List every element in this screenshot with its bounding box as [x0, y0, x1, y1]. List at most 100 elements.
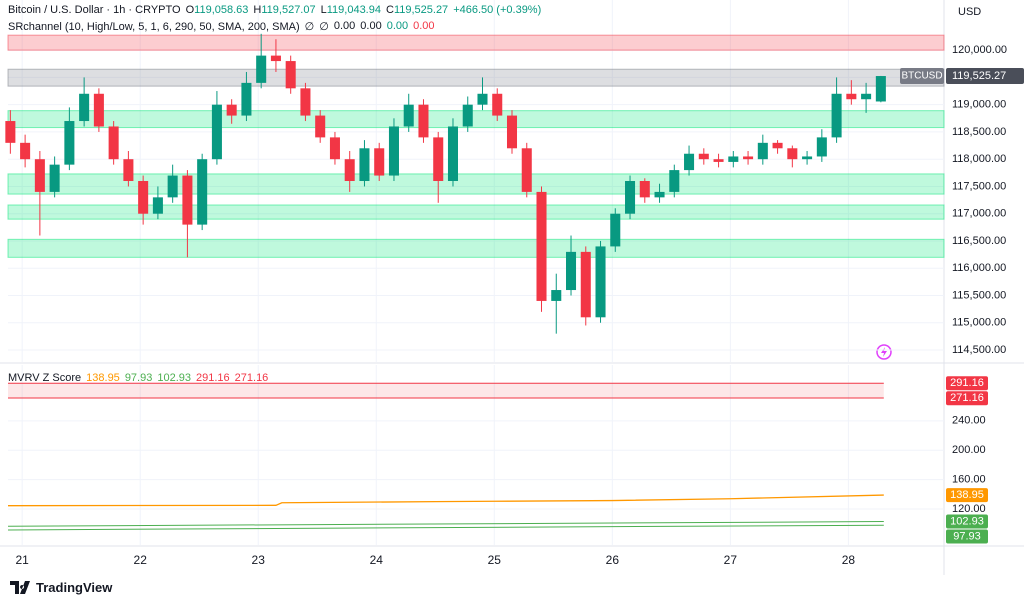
- value-tag: [946, 514, 988, 529]
- candle-body: [5, 121, 16, 143]
- indicator-value: 0.00: [413, 20, 435, 32]
- sr-zone: [7, 110, 945, 129]
- band: [8, 383, 884, 398]
- candle-body: [388, 126, 399, 176]
- ohlc: O119,058.63 H119,527.07 L119,043.94 C119,52…: [186, 4, 449, 16]
- alert-icon[interactable]: [876, 344, 892, 360]
- candle-body: [846, 93, 857, 100]
- y-tick-label: 114,500.00: [952, 344, 1006, 356]
- ohlc-value: 119,043.94: [326, 4, 381, 16]
- brand[interactable]: TradingView: [10, 580, 112, 595]
- candle-body: [329, 137, 340, 160]
- x-tick-label: 21: [15, 553, 29, 567]
- alert-bolt: [881, 347, 887, 357]
- legend-value: 291.16: [196, 372, 230, 384]
- candle-body: [506, 115, 518, 149]
- indicator-value: ∅: [304, 21, 315, 33]
- price-tag-label: 119,525.27: [952, 70, 1006, 82]
- series-line: [7, 521, 884, 527]
- value-tag-label: 138.95: [950, 489, 984, 501]
- change: +466.50 (+0.39%): [453, 4, 542, 16]
- candle-body: [418, 104, 429, 138]
- ohlc-key: H: [253, 4, 262, 16]
- alert-circle: [876, 344, 892, 360]
- candle-body: [167, 175, 178, 198]
- brand-name: TradingView: [36, 580, 113, 595]
- indicator-value: 0.00: [360, 20, 382, 32]
- candle-body: [654, 191, 665, 198]
- candle-body: [108, 126, 119, 160]
- sr-zone: [7, 238, 945, 258]
- candle-body: [374, 148, 385, 176]
- candle-body: [20, 142, 31, 160]
- ohlc-item: O119,058.63: [186, 4, 249, 16]
- x-tick-label: 26: [606, 553, 620, 567]
- value-tag-label: 97.93: [953, 530, 981, 542]
- candle-body: [359, 148, 370, 181]
- candle-body: [477, 93, 488, 105]
- y-tick-label: 115,500.00: [952, 289, 1006, 301]
- candle-body: [521, 148, 532, 192]
- indicator-value: 0.00: [333, 20, 356, 32]
- candle-body: [403, 104, 414, 127]
- y-tick-label: 116,500.00: [952, 235, 1006, 247]
- value-tag-label: 271.16: [950, 392, 984, 404]
- candle-body: [875, 76, 886, 102]
- ohlc-value: 119,527.07: [261, 4, 316, 16]
- indicator-value: ∅: [319, 21, 329, 33]
- value-tag: [946, 488, 988, 503]
- y-tick-label: 115,000.00: [952, 317, 1006, 329]
- indicator-header: SRchannel (10, High/Low, 5, 1, 6, 290, 5…: [8, 20, 435, 33]
- price-tag: [946, 68, 1024, 85]
- legend-value: 102.93: [157, 372, 191, 384]
- candle-body: [315, 115, 326, 138]
- mvrv-header: MVRV Z Score 138.95 97.93 102.93 291.16 271.…: [8, 372, 268, 384]
- y-tick-label: 117,000.00: [952, 208, 1006, 220]
- candle-body: [270, 55, 281, 62]
- candle-body: [300, 88, 311, 116]
- mvrv-title[interactable]: MVRV Z Score: [8, 372, 82, 384]
- indicator-name[interactable]: SRchannel (10, High/Low, 5, 1, 6, 290, 5…: [8, 20, 300, 33]
- y-tick-label: 200.00: [952, 444, 986, 456]
- x-tick-label: 25: [488, 553, 502, 567]
- x-tick-label: 24: [370, 553, 384, 567]
- candle-body: [241, 82, 252, 116]
- series-line: [7, 494, 884, 507]
- legend-value: 271.16: [234, 372, 269, 384]
- candle-body: [226, 104, 237, 116]
- indicator-value: 0.00: [386, 20, 409, 32]
- candle-body: [256, 55, 267, 83]
- currency[interactable]: USD: [958, 6, 982, 18]
- candle-body: [713, 159, 724, 162]
- ohlc-key: O: [185, 4, 195, 16]
- ohlc-key: L: [320, 4, 327, 16]
- candle-body: [787, 148, 798, 160]
- candle-body: [182, 175, 193, 225]
- candle-body: [861, 93, 872, 100]
- candle-body: [684, 153, 695, 171]
- brand-logo: [10, 580, 30, 594]
- brand-mark: [10, 580, 30, 594]
- candle-body: [211, 104, 222, 160]
- candle-body: [93, 93, 104, 127]
- candle-body: [492, 93, 503, 116]
- value-tag: [946, 376, 988, 391]
- x-tick-label: 23: [252, 553, 266, 567]
- candle-body: [728, 156, 739, 162]
- candle-body: [34, 159, 45, 192]
- candle-body: [462, 104, 473, 127]
- candle-body: [816, 137, 827, 157]
- candle-body: [757, 142, 768, 160]
- candle-body: [580, 251, 591, 318]
- candle-body: [551, 290, 562, 301]
- y-tick-label: 120,000.00: [952, 44, 1007, 56]
- symbol-line[interactable]: Bitcoin / U.S. Dollar · 1h · CRYPTO: [8, 4, 181, 16]
- candle-body: [197, 159, 208, 225]
- candle-body: [566, 251, 577, 291]
- candle-body: [595, 246, 606, 318]
- series-line: [7, 524, 884, 531]
- candle-body: [698, 153, 709, 160]
- value-tag: [946, 391, 988, 406]
